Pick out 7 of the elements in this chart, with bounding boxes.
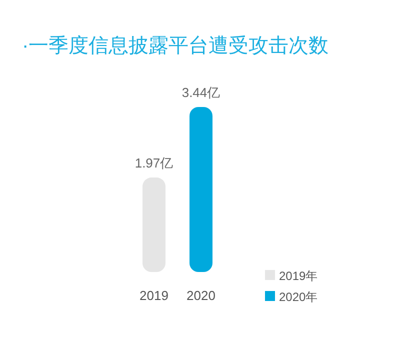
x-tick-label: 2019 xyxy=(140,288,168,303)
legend-label: 2020年 xyxy=(279,290,318,304)
chart-title: ·一季度信息披露平台遭受攻击次数 xyxy=(22,35,329,57)
data-label: 1.97亿 xyxy=(134,156,174,171)
data-label: 3.44亿 xyxy=(182,85,220,100)
legend-label: 2019年 xyxy=(279,269,318,283)
x-tick-label: 2020 xyxy=(186,288,216,303)
